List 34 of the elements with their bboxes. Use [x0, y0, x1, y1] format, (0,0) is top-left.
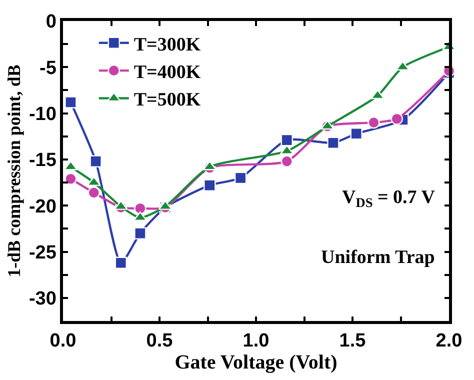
y-tick-label: 0: [46, 12, 56, 33]
annotation: V$_{DS}$ = 0.7 V: [342, 187, 436, 210]
y-tick-label: -30: [28, 288, 56, 310]
x-tick-label: 2.0: [436, 330, 462, 352]
point: [368, 116, 380, 129]
x-tick-label: 1.0: [242, 330, 270, 352]
point: [88, 186, 100, 199]
point: [234, 172, 247, 184]
y-tick-label: -10: [28, 104, 56, 125]
legend-label: T=300K: [134, 34, 201, 56]
y-tick-label: -20: [28, 196, 56, 218]
y-tick-label: -5: [40, 58, 57, 79]
point: [350, 128, 362, 140]
point: [64, 172, 77, 185]
point: [134, 202, 146, 214]
y-tick-label: -25: [28, 242, 57, 264]
legend-label: T=500K: [134, 90, 201, 111]
point: [280, 134, 293, 146]
point: [64, 96, 77, 108]
point: [204, 179, 216, 192]
y-tick-label: -15: [28, 150, 57, 172]
x-tick-label: 0.0: [50, 330, 76, 352]
x-tick-label: 1.5: [339, 330, 366, 352]
point: [327, 136, 340, 149]
x-tick-label: 0.5: [146, 330, 174, 352]
point: [90, 155, 102, 168]
legend-label: T=400K: [134, 62, 201, 83]
point: [390, 112, 403, 125]
y-axis-title: 1-dB compression point, dB: [4, 64, 24, 278]
x-axis-title: Gate Voltage (Volt): [174, 352, 338, 374]
point: [114, 256, 127, 269]
annotation: Uniform Trap: [321, 247, 435, 268]
point: [134, 227, 146, 240]
point: [280, 155, 293, 168]
